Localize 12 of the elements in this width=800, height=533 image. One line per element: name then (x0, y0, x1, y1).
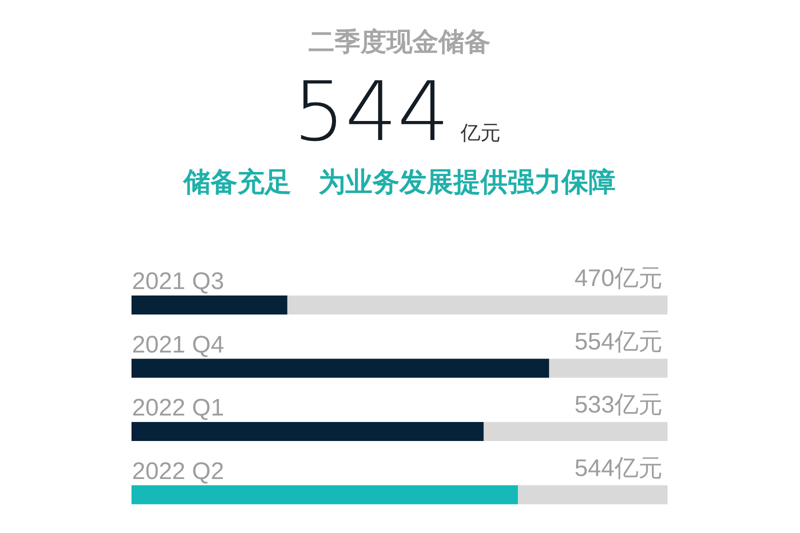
data-label: 470亿元 (574, 265, 662, 292)
data-label: 554亿元 (574, 328, 662, 356)
y-tick-label: 2021 Q3 (132, 268, 224, 296)
chart-title: 二季度现金储备 (308, 26, 490, 56)
text: 亿元 (460, 122, 500, 144)
text: 544 (292, 65, 450, 160)
y-tick-label: 2022 Q2 (132, 458, 224, 485)
chart-subtitle: 储备充足 为业务发展提供强力保障 (182, 167, 616, 197)
y-tick-label: 2022 Q1 (132, 394, 224, 422)
data-label: 544亿元 (574, 454, 662, 482)
y-tick-label: 2021 Q4 (132, 331, 224, 358)
data-label: 533亿元 (574, 392, 662, 419)
